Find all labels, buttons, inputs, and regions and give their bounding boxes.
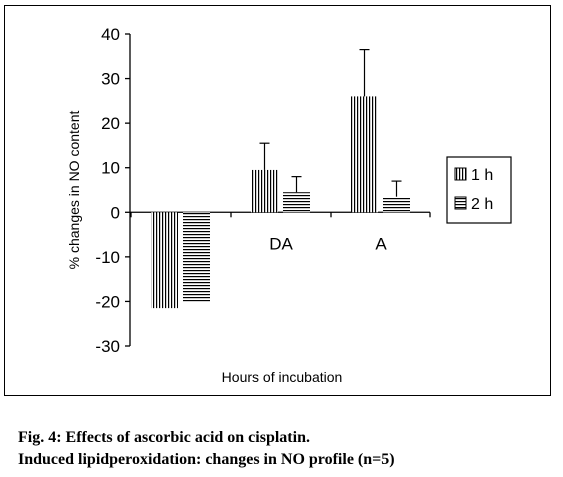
y-tick-label: 30 <box>101 70 120 89</box>
y-tick-label: -30 <box>95 337 120 356</box>
bar <box>183 212 210 302</box>
caption-line-1: Fig. 4: Effects of ascorbic acid on cisp… <box>18 429 310 446</box>
category-label: DA <box>269 234 293 253</box>
bars <box>151 48 410 309</box>
bar <box>383 196 410 213</box>
axes <box>125 33 431 347</box>
legend-label: 2 h <box>471 196 493 213</box>
labels: -30 -20 -10 0 10 20 30 40 DA A Hours of incubation… <box>66 25 387 385</box>
y-tick-label: -10 <box>95 248 120 267</box>
chart: -30 -20 -10 0 10 20 30 40 DA A Hours of incubation… <box>66 25 512 385</box>
y-axis-title: % changes in NO content <box>66 111 82 270</box>
legend-label: 1 h <box>471 167 493 184</box>
figure-caption: Fig. 4: Effects of ascorbic acid on cisp… <box>18 427 548 471</box>
y-tick-label: -20 <box>95 292 120 311</box>
legend-swatch <box>454 167 467 181</box>
y-tick-label: 0 <box>111 203 120 222</box>
legend: 1 h 2 h <box>446 156 512 224</box>
legend-swatch <box>454 196 467 210</box>
x-axis-title: Hours of incubation <box>222 369 343 385</box>
bar <box>251 169 278 213</box>
category-label: A <box>375 234 387 253</box>
bar <box>351 96 378 213</box>
y-tick-label: 20 <box>101 114 120 133</box>
y-tick-label: 40 <box>101 25 120 44</box>
caption-line-2: Induced lipidperoxidation: changes in NO… <box>18 451 395 468</box>
bar <box>151 212 178 309</box>
figure-frame <box>4 5 551 396</box>
bar <box>283 192 310 213</box>
y-tick-label: 10 <box>101 159 120 178</box>
